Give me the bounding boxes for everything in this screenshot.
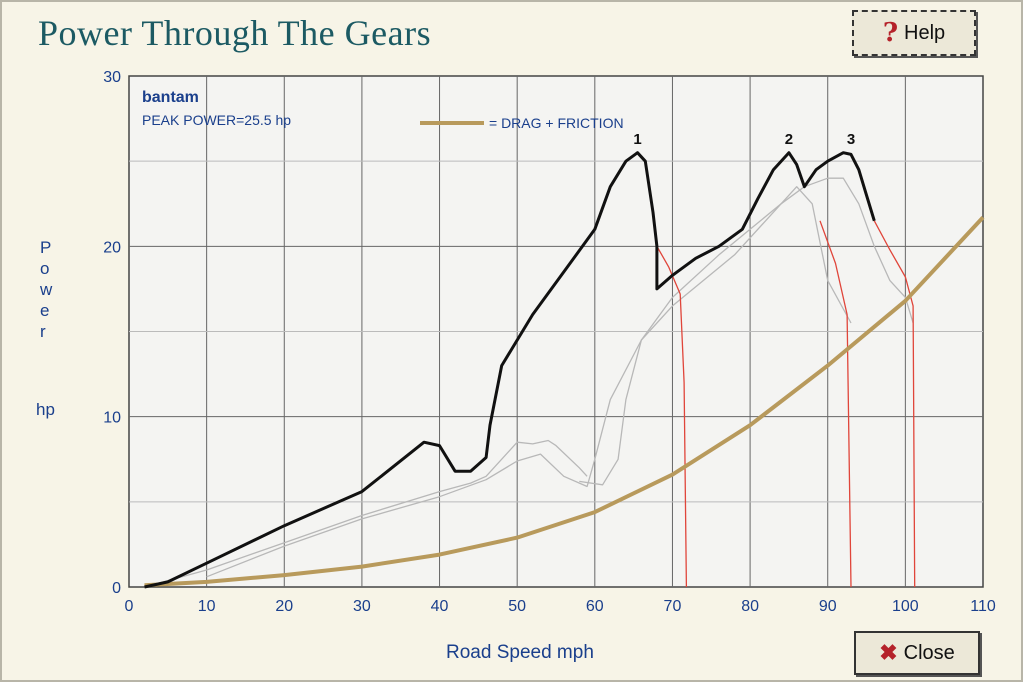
x-tick-label: 50 [508,598,526,615]
y-axis-label-letter: e [40,301,50,320]
series-line-drop [819,220,852,588]
x-tick-label: 70 [664,598,682,615]
peak-power-label: PEAK POWER=25.5 hp [142,112,291,128]
grid-lines [129,76,983,587]
series-line-gear [206,186,852,578]
x-tick-label: 60 [586,598,604,615]
y-tick-label: 0 [112,580,121,597]
y-axis-label-letter: r [40,322,46,341]
series-line-gear [144,439,588,588]
help-button-label: Help [904,21,946,44]
series-line-power [144,151,876,589]
x-tick-label: 110 [970,598,996,615]
x-axis-label: Road Speed mph [446,642,594,663]
x-tick-label: 30 [353,598,371,615]
gear-label: 1 [633,131,641,148]
y-tick-label: 20 [103,239,121,256]
vehicle-name: bantam [142,89,199,106]
x-tick-label: 90 [819,598,837,615]
gear-label: 3 [847,131,855,148]
y-tick-label: 30 [103,69,121,86]
close-button-label: Close [903,641,955,664]
x-tick-label: 80 [741,598,759,615]
window-title: Power Through The Gears [38,13,432,53]
series-line-drop [656,245,688,588]
close-button[interactable]: ✖ Close [854,631,980,675]
gear-labels: 1 2 3 [633,131,855,148]
legend-label-drag: = DRAG + FRICTION [489,115,624,131]
x-tick-label: 10 [198,598,216,615]
question-mark-icon: ? [882,18,899,48]
x-tick-label: 0 [125,598,134,615]
x-tick-label: 100 [892,598,919,615]
y-axis-label-letter: P [40,238,52,257]
series-lines [144,151,985,589]
y-axis-label-letter: w [40,280,53,299]
y-axis-unit: hp [36,400,55,419]
tick-labels: 0 10 20 30 40 50 60 70 80 90 100 110 0 10 20 30 [103,69,996,615]
x-tick-label: 40 [431,598,449,615]
series-line-drag-friction [144,216,985,588]
help-button[interactable]: ? Help [852,10,976,56]
gear-label: 2 [785,131,793,148]
y-tick-label: 10 [103,410,121,427]
x-tick-label: 20 [275,598,293,615]
close-x-icon: ✖ [879,640,898,665]
series-line-gear [579,177,914,486]
series-line-drop [873,220,916,588]
y-axis-label-letter: o [40,259,50,278]
